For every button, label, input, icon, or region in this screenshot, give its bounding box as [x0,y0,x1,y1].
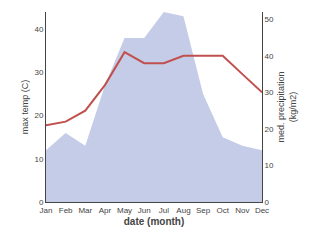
svg-text:date (month): date (month) [124,216,185,227]
svg-text:40: 40 [34,25,43,34]
svg-text:Sep: Sep [196,206,211,215]
svg-text:Jan: Jan [40,206,53,215]
svg-text:max temp (C): max temp (C) [20,80,30,135]
svg-text:Jul: Jul [159,206,169,215]
svg-text:Feb: Feb [59,206,73,215]
svg-text:30: 30 [265,88,274,97]
svg-text:0: 0 [265,198,270,207]
svg-text:30: 30 [34,68,43,77]
svg-text:10: 10 [34,155,43,164]
svg-text:Dec: Dec [255,206,269,215]
svg-text:10: 10 [265,161,274,170]
svg-text:20: 20 [265,125,274,134]
svg-text:40: 40 [265,52,274,61]
svg-text:May: May [117,206,132,215]
svg-text:0: 0 [39,198,44,207]
svg-text:Apr: Apr [99,206,112,215]
svg-text:Jun: Jun [138,206,151,215]
svg-text:Oct: Oct [217,206,230,215]
svg-text:med. precipitation(kg/m2): med. precipitation(kg/m2) [276,71,298,142]
svg-text:Aug: Aug [176,206,190,215]
svg-text:Mar: Mar [78,206,92,215]
svg-text:20: 20 [34,111,43,120]
svg-text:Nov: Nov [235,206,249,215]
svg-text:50: 50 [265,15,274,24]
